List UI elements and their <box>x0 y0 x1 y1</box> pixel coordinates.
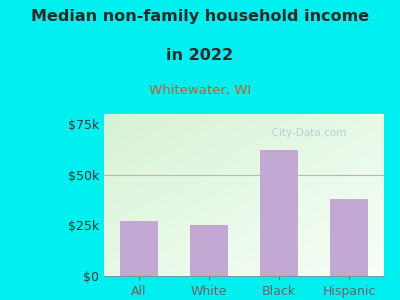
Bar <box>330 199 368 276</box>
Bar <box>120 221 158 276</box>
Text: City-Data.com: City-Data.com <box>265 128 346 138</box>
Text: Median non-family household income: Median non-family household income <box>31 9 369 24</box>
Bar <box>260 150 298 276</box>
Text: Whitewater, WI: Whitewater, WI <box>149 84 251 97</box>
Bar <box>190 225 228 276</box>
Text: in 2022: in 2022 <box>166 48 234 63</box>
